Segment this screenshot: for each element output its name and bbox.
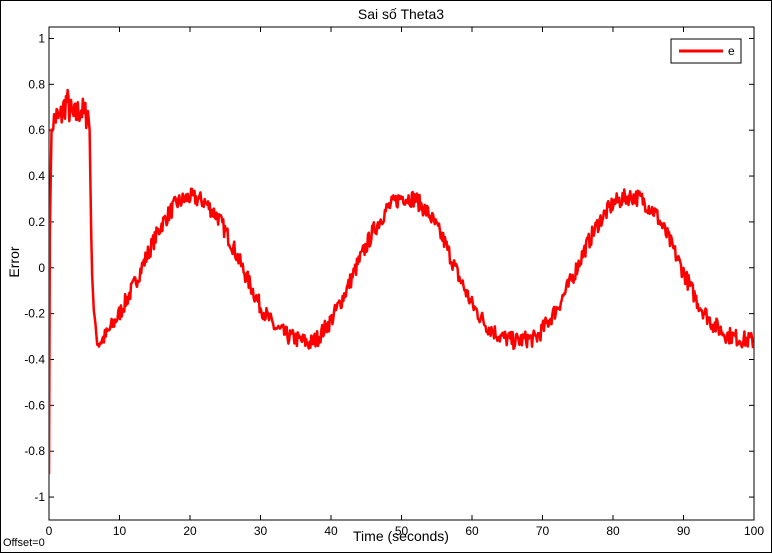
x-tick-labels: 0 10 20 30 40 50 60 70 80 90 100 xyxy=(46,524,765,538)
y-tick-label: -0.2 xyxy=(24,307,45,321)
y-tick-label: -0.6 xyxy=(24,398,45,412)
plot-area xyxy=(48,26,755,521)
y-tick-label: 0.6 xyxy=(28,123,45,137)
y-axis-title: Error xyxy=(6,246,22,277)
x-tick-label: 40 xyxy=(324,524,338,538)
tick-marks xyxy=(48,27,755,520)
y-tick-label: 0.4 xyxy=(28,169,45,183)
x-tick-label: 10 xyxy=(113,524,127,538)
chart-title: Sai số Theta3 xyxy=(358,6,444,22)
y-tick-label: -0.8 xyxy=(24,444,45,458)
x-tick-label: 20 xyxy=(183,524,197,538)
offset-label: Offset=0 xyxy=(3,537,45,549)
series-group xyxy=(49,88,754,475)
x-tick-label: 90 xyxy=(677,524,691,538)
x-tick-label: 50 xyxy=(395,524,409,538)
y-tick-labels: -1 -0.8 -0.6 -0.4 -0.2 0 0.2 0.4 0.6 0.8 1 xyxy=(24,31,45,504)
y-tick-label: 0.2 xyxy=(28,215,45,229)
x-tick-label: 100 xyxy=(744,524,764,538)
x-tick-label: 60 xyxy=(465,524,479,538)
y-tick-label: 0 xyxy=(38,261,45,275)
series-line-e xyxy=(49,88,754,475)
x-tick-label: 0 xyxy=(46,524,53,538)
legend: e xyxy=(670,38,742,64)
y-tick-label: 0.8 xyxy=(28,77,45,91)
x-tick-label: 70 xyxy=(536,524,550,538)
y-tick-label: 1 xyxy=(38,31,45,45)
y-tick-label: -0.4 xyxy=(24,352,45,366)
legend-label-e: e xyxy=(728,44,735,58)
x-tick-label: 30 xyxy=(254,524,268,538)
x-axis-title: Time (seconds) xyxy=(353,528,449,544)
x-tick-label: 80 xyxy=(606,524,620,538)
y-tick-label: -1 xyxy=(34,490,45,504)
